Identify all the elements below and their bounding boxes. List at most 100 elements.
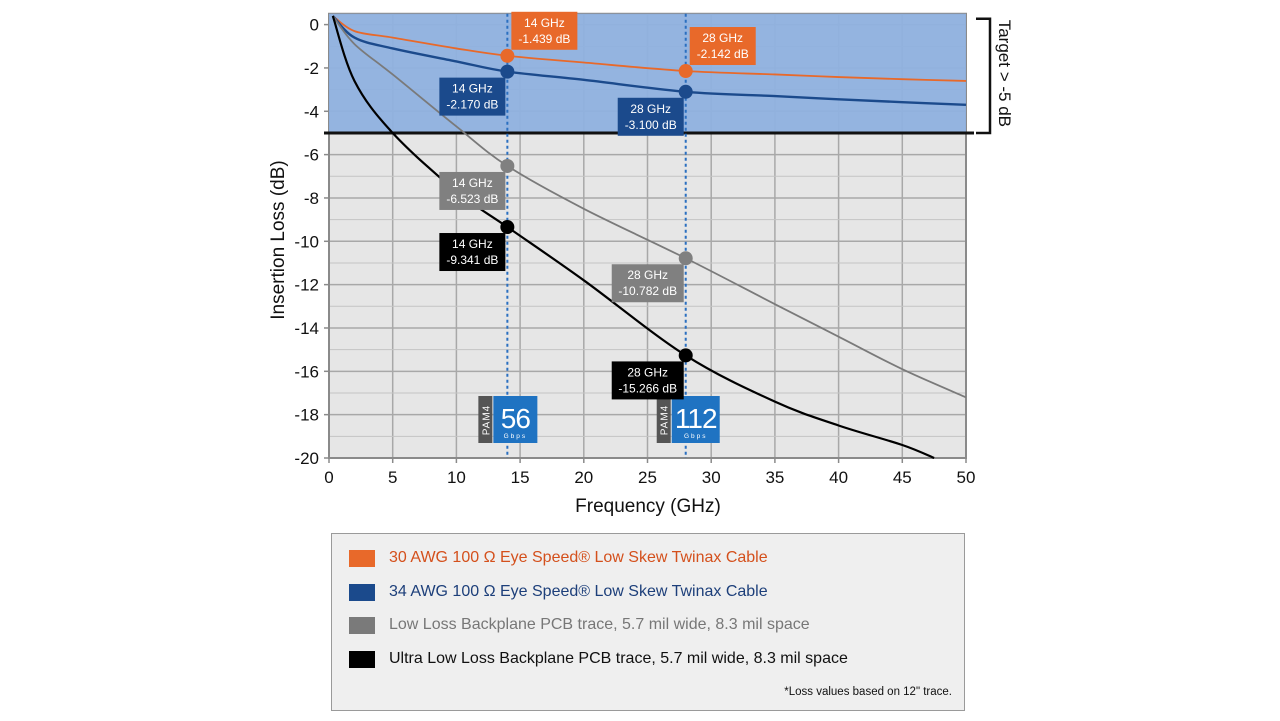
data-marker: 14 GHz -9.341 dB: [439, 220, 515, 272]
marker-dot: [500, 220, 515, 235]
badge-rate: 56: [501, 403, 531, 434]
marker-dot: [500, 64, 515, 79]
marker-dot: [678, 64, 693, 79]
x-tick-label: 30: [702, 468, 721, 487]
y-tick-label: -2: [304, 59, 319, 78]
badge-rate-bg: [671, 396, 720, 443]
axis-ticks: 0 5 10 15 20 25 30 35 40 45 50 0 -2 -4 -6 -8 -10 -12 -14 -1…: [294, 16, 975, 487]
y-tick-label: -18: [294, 406, 319, 425]
y-tick-label: -10: [294, 232, 319, 251]
callout-value: -15.266 dB: [618, 381, 677, 395]
y-tick-label: -12: [294, 276, 319, 295]
badge-modulation-bg: [656, 396, 671, 443]
x-tick-label: 15: [511, 468, 530, 487]
callout-box: [611, 361, 684, 400]
target-label: Target > -5 dB: [995, 20, 1014, 127]
y-tick-label: -4: [304, 102, 319, 121]
y-tick-label: -16: [294, 362, 319, 381]
callout-box: [439, 77, 506, 116]
x-tick-label: 20: [574, 468, 593, 487]
callout-frequency: 28 GHz: [702, 31, 743, 45]
badge-unit: Gbps: [684, 433, 708, 440]
callout-frequency: 14 GHz: [524, 16, 565, 30]
callout-box: [611, 264, 684, 303]
callout-box: [689, 27, 756, 66]
x-tick-label: 0: [324, 468, 333, 487]
callout-value: -6.523 dB: [446, 192, 498, 206]
x-tick-label: 50: [957, 468, 976, 487]
callout-frequency: 28 GHz: [630, 102, 671, 116]
callout-value: -1.439 dB: [518, 32, 570, 46]
legend-footnote: *Loss values based on 12" trace.: [784, 686, 952, 698]
data-marker: 28 GHz -15.266 dB: [611, 348, 693, 400]
badge-modulation: PAM4: [481, 405, 492, 436]
badge-modulation-bg: [478, 396, 493, 443]
legend-swatch-gray: [349, 616, 375, 634]
marker-dot: [500, 158, 515, 173]
callout-frequency: 14 GHz: [452, 82, 493, 96]
callout-value: -9.341 dB: [446, 253, 498, 267]
data-marker: 28 GHz -3.100 dB: [617, 84, 693, 136]
legend-label: 30 AWG 100 Ω Eye Speed® Low Skew Twinax …: [389, 549, 768, 566]
legend-label: 34 AWG 100 Ω Eye Speed® Low Skew Twinax …: [389, 583, 768, 600]
callout-value: -10.782 dB: [618, 284, 677, 298]
x-tick-label: 5: [388, 468, 397, 487]
legend-label: Ultra Low Loss Backplane PCB trace, 5.7 …: [389, 650, 848, 667]
y-tick-label: -8: [304, 189, 319, 208]
legend-item: Ultra Low Loss Backplane PCB trace, 5.7 …: [349, 649, 848, 669]
x-axis-title: Frequency (GHz): [575, 496, 721, 517]
y-axis-title: Insertion Loss (dB): [268, 160, 289, 319]
callout-value: -2.170 dB: [446, 98, 498, 112]
series-line-3: [331, 15, 935, 460]
data-marker: 28 GHz -10.782 dB: [611, 251, 693, 303]
target-bracket: [976, 17, 992, 135]
legend-swatch-black: [349, 650, 375, 668]
y-tick-label: -14: [294, 319, 319, 338]
callout-box: [511, 11, 578, 50]
y-tick-label: -20: [294, 449, 319, 468]
x-tick-label: 35: [765, 468, 784, 487]
badge-rate-bg: [493, 396, 538, 443]
marker-dot: [678, 348, 693, 363]
callout-frequency: 28 GHz: [627, 268, 668, 282]
y-tick-label: -6: [304, 146, 319, 165]
x-tick-label: 10: [447, 468, 466, 487]
series-line-0: [332, 15, 967, 82]
callout-frequency: 14 GHz: [452, 176, 493, 190]
x-tick-label: 25: [638, 468, 657, 487]
marker-dot: [678, 251, 693, 266]
series-line-1: [331, 15, 967, 106]
marker-dot: [678, 84, 693, 99]
legend-item: 34 AWG 100 Ω Eye Speed® Low Skew Twinax …: [349, 582, 768, 602]
legend-swatch-orange: [349, 549, 375, 567]
data-marker: 28 GHz -2.142 dB: [678, 27, 756, 79]
badge-unit: Gbps: [504, 433, 528, 440]
data-marker: 14 GHz -2.170 dB: [439, 64, 515, 116]
callout-box: [439, 233, 506, 272]
data-markers: 14 GHz -1.439 dB 28 GHz -2.142 dB 14 GHz -2.1…: [439, 11, 756, 400]
y-tick-label: 0: [310, 16, 319, 35]
series-lines: [331, 15, 967, 460]
legend-label: Low Loss Backplane PCB trace, 5.7 mil wi…: [389, 616, 810, 633]
legend: 30 AWG 100 Ω Eye Speed® Low Skew Twinax …: [331, 533, 965, 711]
callout-value: -3.100 dB: [625, 118, 677, 132]
x-tick-label: 45: [893, 468, 912, 487]
legend-item: 30 AWG 100 Ω Eye Speed® Low Skew Twinax …: [349, 548, 768, 568]
callout-box: [439, 171, 506, 210]
badge-modulation: PAM4: [660, 405, 671, 436]
series-line-2: [332, 15, 967, 399]
x-tick-label: 40: [829, 468, 848, 487]
callout-box: [617, 97, 684, 136]
marker-dot: [500, 48, 515, 63]
data-marker: 14 GHz -1.439 dB: [500, 11, 578, 63]
callout-value: -2.142 dB: [697, 47, 749, 61]
callout-frequency: 14 GHz: [452, 237, 493, 251]
data-marker: 14 GHz -6.523 dB: [439, 158, 515, 210]
badge-rate: 112: [675, 403, 717, 434]
legend-item: Low Loss Backplane PCB trace, 5.7 mil wi…: [349, 615, 810, 635]
legend-swatch-blue: [349, 583, 375, 601]
callout-frequency: 28 GHz: [627, 365, 668, 379]
